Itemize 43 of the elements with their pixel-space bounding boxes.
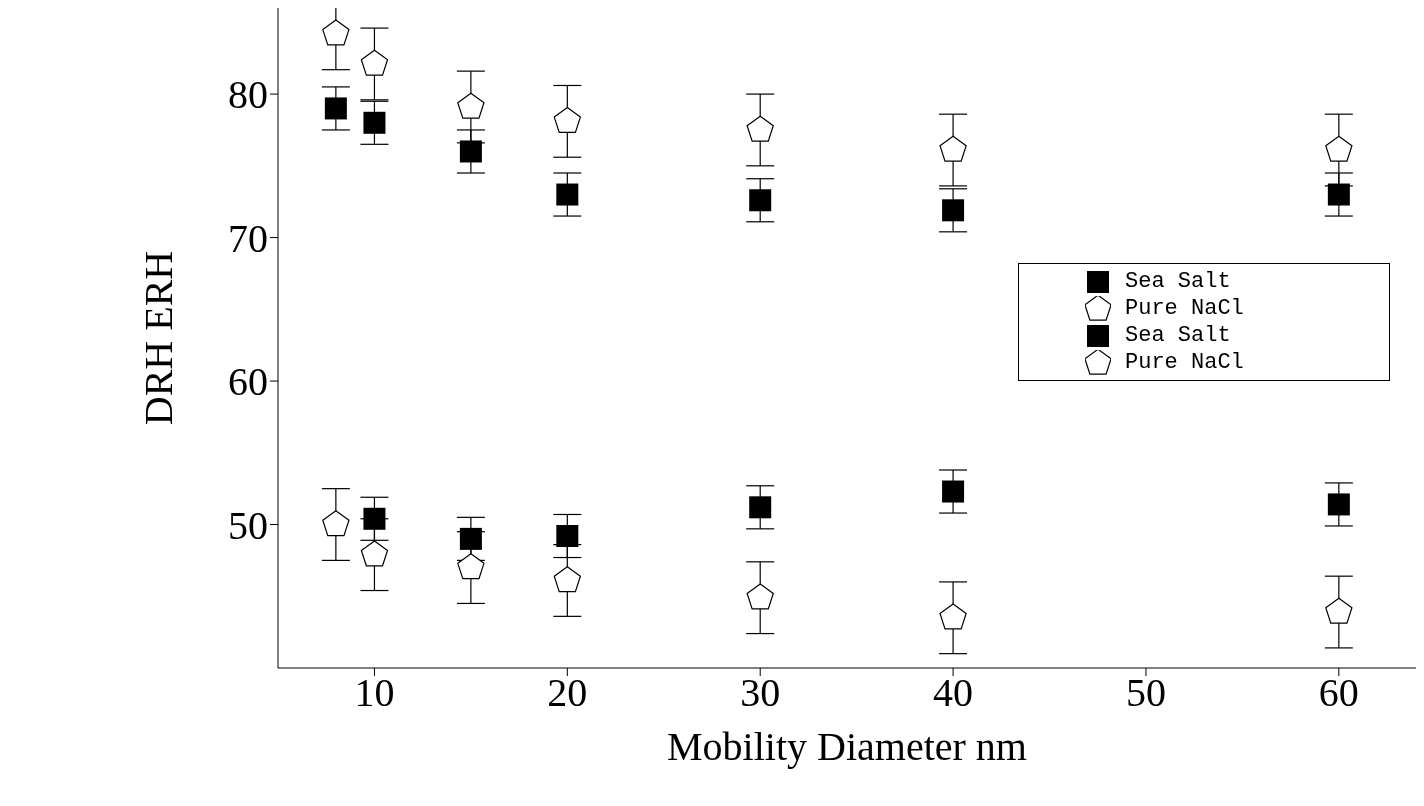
point (363, 507, 386, 530)
x-axis-title: Mobility Diameter nm (667, 724, 1027, 769)
point (1325, 135, 1353, 162)
x-tick-label: 60 (1318, 670, 1359, 716)
legend-label: Sea Salt (1125, 323, 1231, 348)
point (360, 49, 389, 76)
point (939, 603, 967, 630)
point (749, 189, 772, 212)
point (746, 583, 774, 610)
y-tick-label: 50 (228, 502, 268, 548)
point (942, 480, 965, 503)
y-tick-label: 80 (228, 72, 268, 118)
point (939, 135, 967, 162)
y-tick-label: 60 (228, 359, 268, 405)
point (553, 566, 581, 593)
y-tick-label: 70 (228, 215, 268, 261)
point (457, 553, 485, 580)
point (324, 97, 347, 120)
x-tick-label: 40 (933, 670, 974, 716)
legend-label: Sea Salt (1125, 269, 1231, 294)
point (459, 527, 482, 550)
legend-label: Pure NaCl (1125, 296, 1244, 321)
x-tick-label: 20 (547, 670, 588, 716)
x-tick-label: 50 (1125, 670, 1166, 716)
y-axis-title: DRH ERH (136, 250, 182, 426)
x-tick-label: 30 (740, 670, 781, 716)
point (556, 525, 579, 547)
point (322, 510, 350, 537)
x-tick-label: 10 (354, 670, 395, 716)
point (746, 115, 774, 142)
point (1327, 183, 1350, 206)
point (556, 183, 579, 206)
legend-label: Pure NaCl (1125, 350, 1244, 375)
point (1327, 493, 1350, 516)
point (749, 496, 772, 519)
point (459, 140, 482, 163)
point (553, 107, 581, 134)
point (360, 540, 389, 567)
point (363, 111, 386, 134)
point (322, 19, 350, 46)
point (1325, 597, 1353, 624)
point (457, 92, 485, 119)
point (942, 199, 965, 222)
